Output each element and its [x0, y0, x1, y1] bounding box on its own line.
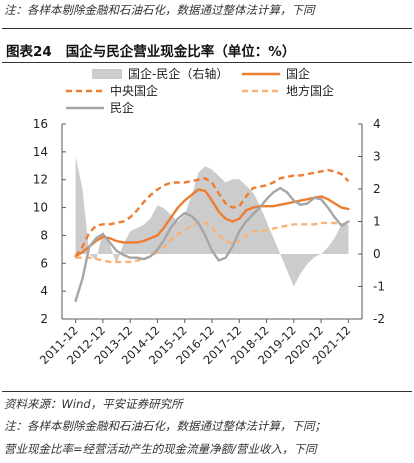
legend-item-0: 国企-民企（右轴） — [92, 66, 228, 81]
legend-label: 国企-民企（右轴） — [128, 66, 228, 81]
legend-label: 中央国企 — [110, 83, 158, 98]
y-right-tick-label: -2 — [373, 312, 385, 326]
legend-item-4: 民企 — [66, 100, 134, 115]
y-left-tick-label: 2 — [40, 312, 48, 326]
legend-swatch — [92, 69, 122, 79]
y-right-tick-label: 2 — [373, 182, 381, 196]
y-left-tick-label: 16 — [33, 117, 48, 131]
figure-label: 图表24 — [6, 44, 52, 60]
y-left-tick-label: 4 — [40, 284, 48, 298]
legend-item-2: 中央国企 — [66, 83, 158, 98]
top-rule — [2, 28, 412, 29]
figure-title: 图表24 国企与民企营业现金比率（单位：%） — [6, 40, 295, 60]
series-line-2 — [74, 168, 350, 257]
figure-title-text: 国企与民企营业现金比率（单位：%） — [65, 44, 296, 60]
y-left-tick-label: 14 — [33, 145, 48, 159]
legend-item-3: 地方国企 — [242, 83, 334, 98]
line-layer — [74, 168, 350, 303]
series-line-1 — [74, 188, 350, 258]
series-line-3 — [75, 221, 349, 264]
y-left-tick-label: 8 — [40, 228, 48, 242]
y-right-tick-label: 3 — [373, 150, 381, 164]
y-left-tick-label: 12 — [33, 173, 48, 187]
source-note: 资料来源：Wind，平安证券研究所 — [4, 397, 183, 411]
top-note: 注：各样本剔除金融和石油石化，数据通过整体法计算，下同 — [4, 3, 315, 17]
y-left-tick-label: 10 — [33, 201, 48, 215]
y-left-tick-label: 6 — [40, 256, 48, 270]
legend-label: 民企 — [110, 100, 134, 115]
definition-note: 营业现金比率=经营活动产生的现金流量净额/营业收入，下同 — [4, 442, 317, 456]
series-line-4 — [74, 186, 350, 303]
calc-note: 注：各样本剔除金融和石油石化，数据通过整体法计算，下同； — [4, 419, 326, 433]
legend-item-1: 国企 — [242, 66, 310, 81]
title-rule — [2, 62, 412, 63]
area-layer — [75, 156, 349, 287]
legend-label: 国企 — [286, 66, 310, 81]
y-right-tick-label: 0 — [373, 247, 381, 261]
y-right-tick-label: 4 — [373, 117, 381, 131]
legend-label: 地方国企 — [286, 83, 334, 98]
bottom-rule — [2, 391, 412, 392]
series-area-0 — [75, 156, 349, 287]
y-right-tick-label: -1 — [373, 280, 385, 294]
y-right-tick-label: 1 — [373, 215, 381, 229]
